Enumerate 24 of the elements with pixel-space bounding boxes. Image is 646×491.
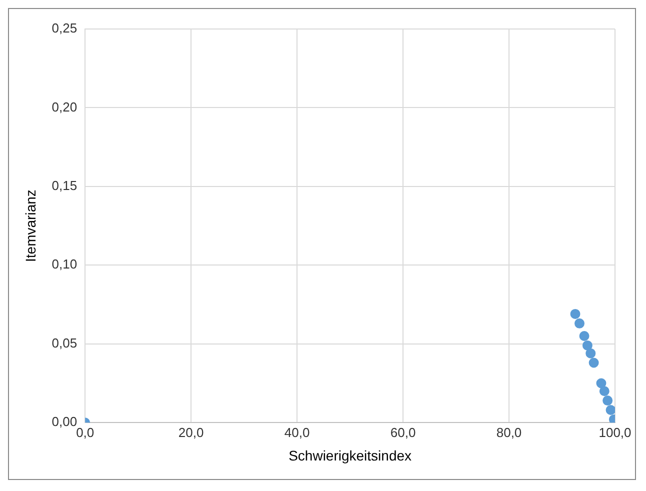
y-tick-label: 0,10 [52,256,78,272]
point [602,396,613,406]
x-tick-label: 20,0 [178,424,204,440]
x-tick-label: 80,0 [496,424,522,440]
y-axis-title: Itemvarianz [22,190,38,262]
x-tick-label: 60,0 [390,424,416,440]
point [586,348,596,358]
x-tick-label: 100,0 [598,424,632,440]
point [599,386,610,396]
y-tick-label: 0,25 [52,20,78,36]
y-tick-label: 0,20 [52,99,78,114]
y-tick-label: 0,00 [52,414,78,430]
point [588,358,599,368]
x-axis-title: Schwierigkeitsindex [288,447,412,464]
point [596,378,606,388]
point [582,340,592,350]
point [579,331,590,342]
point [574,318,584,328]
point [606,405,615,416]
x-tick-label: 40,0 [284,424,310,440]
x-tick-label: 0,0 [76,424,94,440]
y-tick-label: 0,15 [52,178,78,194]
y-tick-label: 0,05 [52,335,78,350]
point [570,308,580,319]
